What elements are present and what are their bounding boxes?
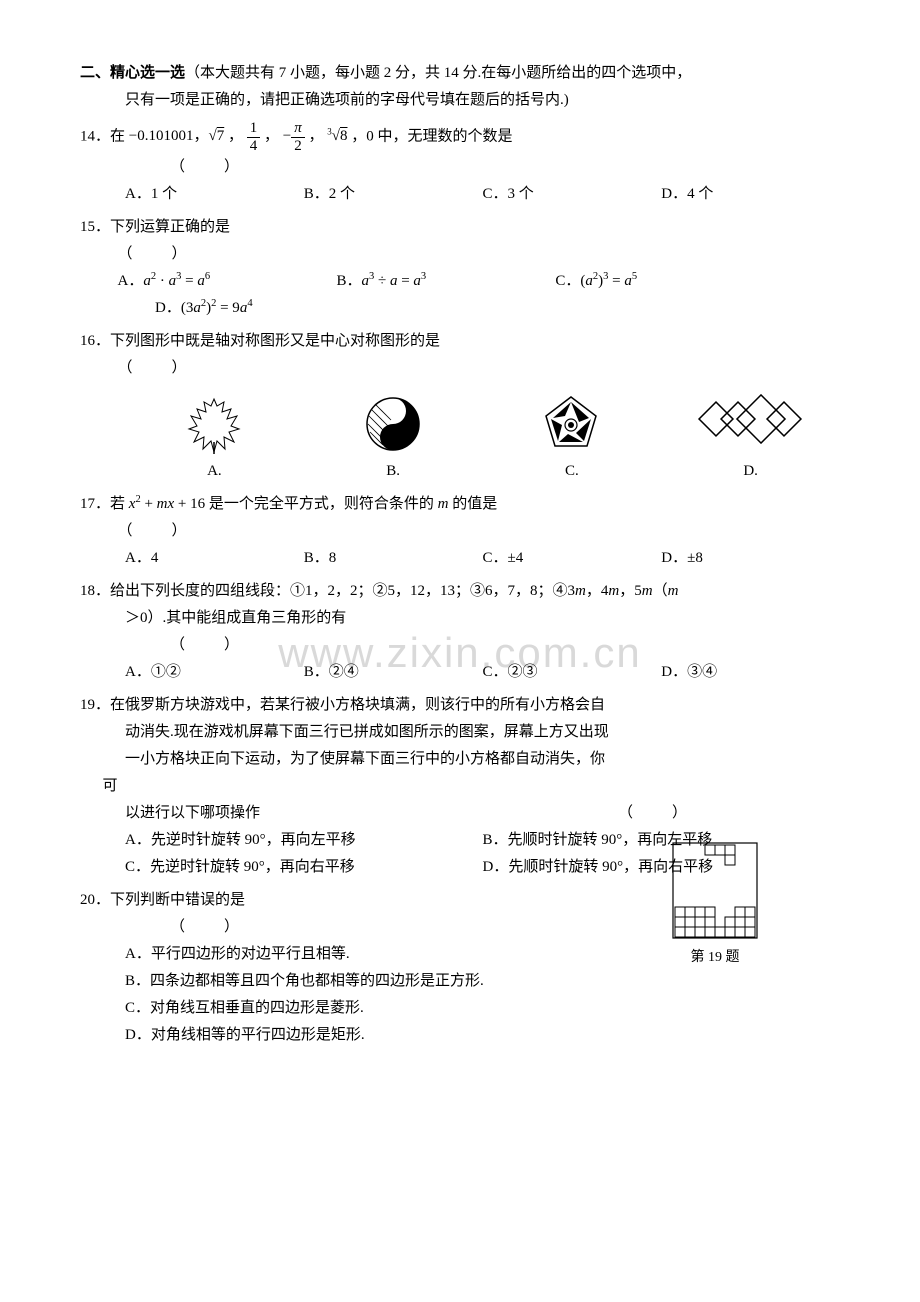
q16-images — [80, 394, 840, 454]
q19-figlabel: 第 19 题 — [660, 945, 770, 970]
q16-labels: A. B. C. D. — [80, 458, 840, 485]
q20-B: B．四条边都相等且四个角也都相等的四边形是正方形. — [80, 968, 840, 995]
q15-options-row1: A．a2 · a3 = a6 B．a3 ÷ a = a3 C．(a2)3 = a… — [80, 268, 840, 295]
q14-B: B．2 个 — [304, 181, 483, 208]
q15-A-pre: A． — [118, 273, 144, 289]
question-16: 16．下列图形中既是轴对称图形又是中心对称图形的是 — [80, 328, 840, 355]
q16-label-D: D. — [661, 458, 840, 485]
q17-stem-a: 若 — [110, 496, 125, 512]
q18-stem-c: ，5 — [619, 583, 642, 599]
q17-num: 17． — [80, 496, 110, 512]
q14-C: C．3 个 — [483, 181, 662, 208]
question-19: 19．在俄罗斯方块游戏中，若某行被小方格块填满，则该行中的所有小方格会自 — [80, 692, 840, 719]
q18-A: A．①② — [125, 659, 304, 686]
q17-B: B．8 — [304, 545, 483, 572]
q19-C: C．先逆时针旋转 90°，再向右平移 — [125, 854, 483, 881]
q18-C: C．②③ — [483, 659, 662, 686]
q17-options: A．4 B．8 C．±4 D．±8 — [80, 545, 840, 572]
q15-D: D．(3a2)2 = 9a4 — [80, 295, 840, 322]
q18-stem-d: （ — [653, 583, 668, 599]
q19-line3b: 可 — [80, 773, 840, 800]
q15-D-pre: D． — [155, 300, 181, 316]
q14-D: D．4 个 — [661, 181, 840, 208]
q16-label-B: B. — [304, 458, 483, 485]
q15-A: A．a2 · a3 = a6 — [118, 268, 337, 295]
q16-label-C: C. — [483, 458, 662, 485]
q15-B-pre: B． — [336, 273, 361, 289]
q18-num: 18． — [80, 583, 110, 599]
q18-options: A．①② B．②④ C．②③ D．③④ — [80, 659, 840, 686]
q17-A: A．4 — [125, 545, 304, 572]
q19-A: A．先逆时针旋转 90°，再向左平移 — [125, 827, 483, 854]
q17-stem-c: 的值是 — [452, 496, 497, 512]
q16-paren: （ ） — [80, 355, 840, 382]
q16-img-A — [125, 394, 304, 454]
q19-figure: 第 19 题 — [660, 840, 770, 970]
q17-stem-b: 是一个完全平方式，则符合条件的 — [209, 496, 434, 512]
q14-paren: （ ） — [80, 154, 840, 181]
q15-paren: （ ） — [80, 241, 840, 268]
q19-paren: （ ） — [618, 800, 690, 827]
q18-line2: ＞0）.其中能组成直角三角形的有 — [80, 605, 840, 632]
q20-stem: 下列判断中错误的是 — [110, 892, 245, 908]
q18-stem-b: ，4 — [586, 583, 609, 599]
q20-num: 20． — [80, 892, 110, 908]
q18-stem-a: 给出下列长度的四组线段：①1，2，2；②5，12，13；③6，7，8；④3 — [110, 583, 575, 599]
q16-img-B — [304, 394, 483, 454]
q20-C: C．对角线互相垂直的四边形是菱形. — [80, 995, 840, 1022]
q15-C: C．(a2)3 = a5 — [555, 268, 774, 295]
page-content: 二、精心选一选（本大题共有 7 小题，每小题 2 分，共 14 分.在每小题所给… — [80, 60, 840, 1049]
section-desc1: （本大题共有 7 小题，每小题 2 分，共 14 分.在每小题所给出的四个选项中… — [185, 65, 691, 81]
q19-num: 19． — [80, 697, 110, 713]
q19-line4: 以进行以下哪项操作 — [125, 805, 260, 821]
q15-num: 15． — [80, 219, 110, 235]
q14-math: −0.101001，√7 ， 14 ， −π2 ， 3√8 — [129, 128, 351, 144]
q19-line1: 在俄罗斯方块游戏中，若某行被小方格块填满，则该行中的所有小方格会自 — [110, 697, 605, 713]
q17-C: C．±4 — [483, 545, 662, 572]
q17-paren: （ ） — [80, 518, 840, 545]
q18-B: B．②④ — [304, 659, 483, 686]
q16-img-C — [483, 394, 662, 454]
question-18: 18．给出下列长度的四组线段：①1，2，2；②5，12，13；③6，7，8；④3… — [80, 578, 840, 605]
q18-paren: （ ） — [80, 632, 840, 659]
question-17: 17．若 x2 + mx + 16 是一个完全平方式，则符合条件的 m 的值是 — [80, 491, 840, 518]
q18-stem2: ＞0）.其中能组成直角三角形的有 — [125, 610, 346, 626]
q19-line3: 一小方格块正向下运动，为了使屏幕下面三行中的小方格都自动消失，你 — [80, 746, 840, 773]
question-14: 14．在 −0.101001，√7 ， 14 ， −π2 ， 3√8 ，0 中，… — [80, 120, 840, 154]
q14-num: 14． — [80, 128, 110, 144]
q15-C-pre: C． — [555, 273, 580, 289]
section-header: 二、精心选一选（本大题共有 7 小题，每小题 2 分，共 14 分.在每小题所给… — [80, 60, 840, 87]
question-15: 15．下列运算正确的是 — [80, 214, 840, 241]
q14-stem-b: ，0 中，无理数的个数是 — [351, 128, 512, 144]
q19-line2: 动消失.现在游戏机屏幕下面三行已拼成如图所示的图案，屏幕上方又出现 — [80, 719, 840, 746]
q14-A: A．1 个 — [125, 181, 304, 208]
q14-options: A．1 个 B．2 个 C．3 个 D．4 个 — [80, 181, 840, 208]
q20-D: D．对角线相等的平行四边形是矩形. — [80, 1022, 840, 1049]
q16-img-D — [661, 394, 840, 454]
q19-line4-row: 以进行以下哪项操作 （ ） — [80, 800, 840, 827]
section-desc2: 只有一项是正确的，请把正确选项前的字母代号填在题后的括号内.) — [80, 87, 840, 114]
q14-stem-a: 在 — [110, 128, 125, 144]
q19-line3-text: 一小方格块正向下运动，为了使屏幕下面三行中的小方格都自动消失，你 — [125, 751, 605, 767]
q16-stem: 下列图形中既是轴对称图形又是中心对称图形的是 — [110, 333, 440, 349]
q18-D: D．③④ — [661, 659, 840, 686]
q15-stem: 下列运算正确的是 — [110, 219, 230, 235]
q16-num: 16． — [80, 333, 110, 349]
q17-D: D．±8 — [661, 545, 840, 572]
q15-B: B．a3 ÷ a = a3 — [336, 268, 555, 295]
section-title: 二、精心选一选 — [80, 65, 185, 81]
q16-label-A: A. — [125, 458, 304, 485]
